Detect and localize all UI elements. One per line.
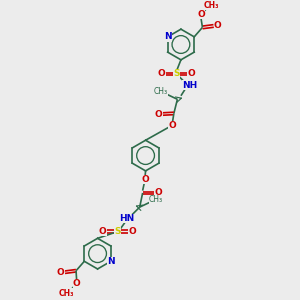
Text: CH₃: CH₃ [154,87,168,96]
Text: CH₃: CH₃ [149,195,163,204]
Text: CH₃: CH₃ [58,289,74,298]
Text: HN: HN [119,214,134,223]
Text: O: O [99,227,107,236]
Text: CH₃: CH₃ [203,1,219,10]
Text: N: N [164,32,172,41]
Text: O: O [214,21,222,30]
Text: O: O [154,188,162,197]
Text: O: O [188,70,195,79]
Text: N: N [107,257,115,266]
Text: O: O [73,279,80,288]
Text: S: S [173,70,180,79]
Text: O: O [57,268,64,277]
Text: O: O [128,227,136,236]
Text: S: S [114,227,121,236]
Text: O: O [158,70,166,79]
Text: O: O [155,110,162,118]
Text: NH: NH [182,81,197,90]
Text: O: O [197,10,205,19]
Text: O: O [141,175,149,184]
Text: O: O [169,121,176,130]
